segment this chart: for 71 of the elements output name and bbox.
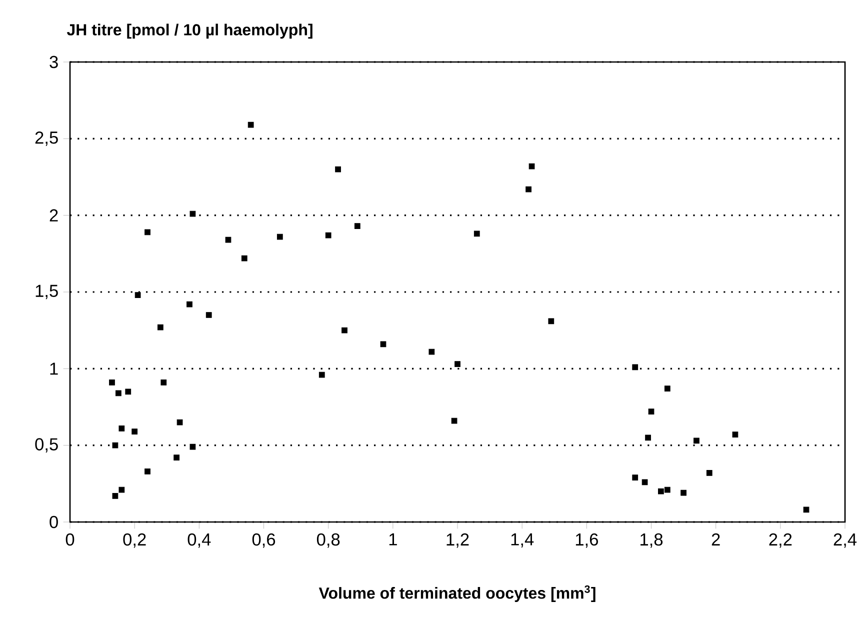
y-tick-label: 1 [50, 362, 58, 375]
point [474, 230, 480, 237]
point [632, 474, 638, 480]
x-tick-label: 2,2 [769, 533, 792, 548]
point [694, 438, 700, 444]
point [112, 492, 118, 499]
point [451, 418, 458, 424]
point [803, 506, 810, 513]
x-tick-label: 0,8 [316, 533, 340, 548]
point [658, 488, 664, 494]
y-tick-label: 2,5 [35, 132, 58, 146]
point [706, 470, 712, 476]
y-tick-label: 2 [50, 209, 58, 222]
point [190, 210, 196, 217]
x-tick-label: 0,2 [123, 533, 146, 548]
point [680, 490, 686, 496]
point [354, 223, 360, 229]
point [134, 292, 141, 298]
point [118, 426, 125, 432]
x-tick-label: 0,4 [188, 533, 211, 548]
point [526, 186, 532, 192]
point [225, 236, 232, 243]
y-tick-label: 1,5 [36, 284, 58, 300]
point [732, 432, 738, 438]
point [112, 442, 118, 448]
point [118, 486, 125, 493]
x-tick-label: 1,8 [640, 533, 663, 548]
x-tick-label: 0,6 [252, 533, 276, 548]
point [174, 454, 180, 461]
point [342, 327, 348, 334]
point [186, 301, 192, 308]
point [648, 408, 654, 415]
point [241, 255, 248, 262]
y-tick-label: 3 [50, 56, 58, 68]
point [325, 232, 332, 238]
point [176, 419, 183, 426]
x-tick-label: 1,2 [446, 533, 469, 548]
x-tick-label: 1,4 [511, 533, 534, 548]
point [276, 234, 283, 240]
point [318, 372, 325, 378]
point [428, 348, 435, 355]
point [380, 341, 386, 348]
x-tick-label: 2,4 [834, 533, 857, 548]
point [248, 122, 254, 128]
point [157, 324, 164, 330]
point [664, 386, 670, 392]
point [190, 444, 196, 450]
point [144, 468, 150, 474]
x-tick-label: 1,6 [576, 533, 598, 548]
x-tick-label: 1 [389, 533, 397, 546]
point [548, 318, 554, 324]
point [125, 388, 132, 395]
point [206, 312, 212, 318]
point [642, 479, 648, 486]
point [116, 390, 122, 396]
point [528, 163, 535, 170]
point [454, 361, 460, 367]
y-tick-label: 0,5 [35, 438, 58, 452]
point [160, 380, 167, 386]
point [645, 434, 651, 441]
point [632, 364, 638, 370]
point [109, 380, 115, 386]
x-tick-label: 0 [66, 533, 74, 546]
point [664, 486, 670, 493]
point [335, 166, 341, 172]
y-axis-title: JH titre [pmol / 10 µl haemolyph] [66, 24, 312, 39]
y-tick-label: 0 [50, 516, 58, 528]
x-axis-title: Volume of terminated oocytes [mm$^{3}$] [318, 585, 596, 602]
x-tick-label: 2 [712, 533, 720, 546]
point [132, 428, 138, 434]
point [144, 229, 150, 236]
